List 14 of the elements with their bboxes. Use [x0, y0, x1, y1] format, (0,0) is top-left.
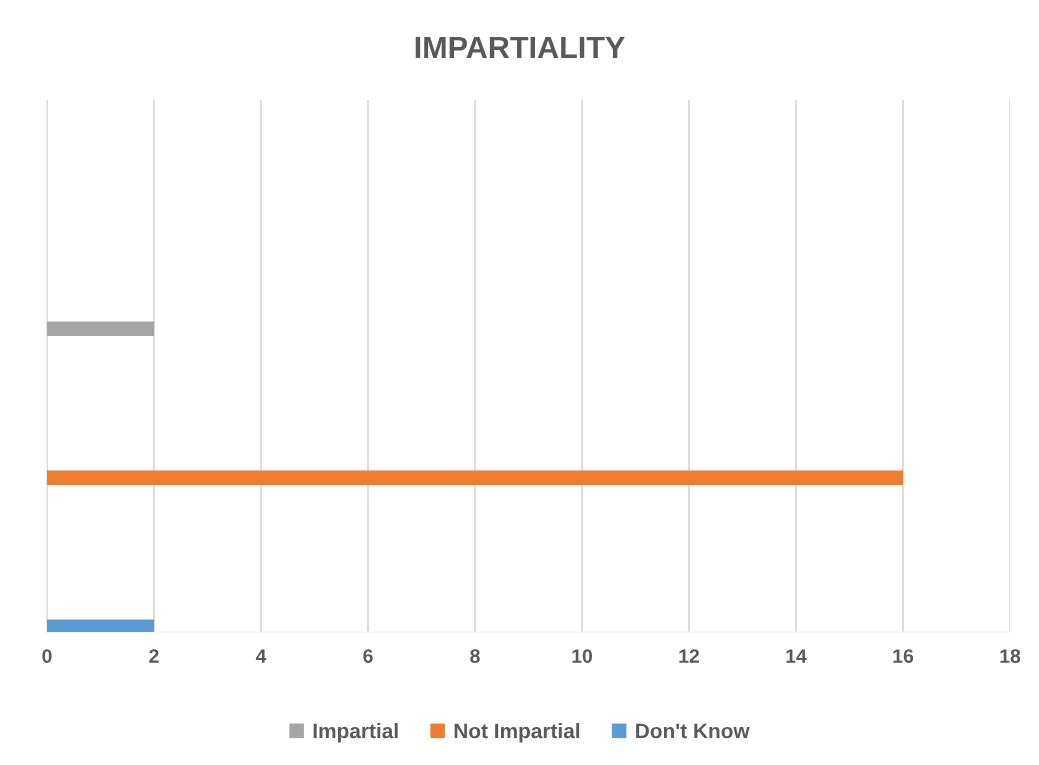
chart-title: IMPARTIALITY — [415, 36, 625, 58]
x-tick-label: 10 — [572, 649, 593, 663]
legend-label: Impartial — [313, 723, 398, 743]
x-tick-label: 0 — [42, 649, 52, 663]
x-tick-label: 4 — [255, 649, 267, 663]
x-tick-label: 16 — [893, 649, 914, 663]
legend-label: Don't Know — [636, 723, 750, 739]
x-tick-label: 18 — [1000, 649, 1021, 663]
x-tick-label: 14 — [786, 649, 807, 663]
legend-label: Not Impartial — [454, 723, 580, 743]
x-tick-label: 6 — [363, 649, 373, 663]
x-tick-label: 2 — [149, 649, 159, 663]
x-tick-label: 8 — [470, 649, 480, 663]
x-tick-label: 12 — [679, 649, 700, 663]
